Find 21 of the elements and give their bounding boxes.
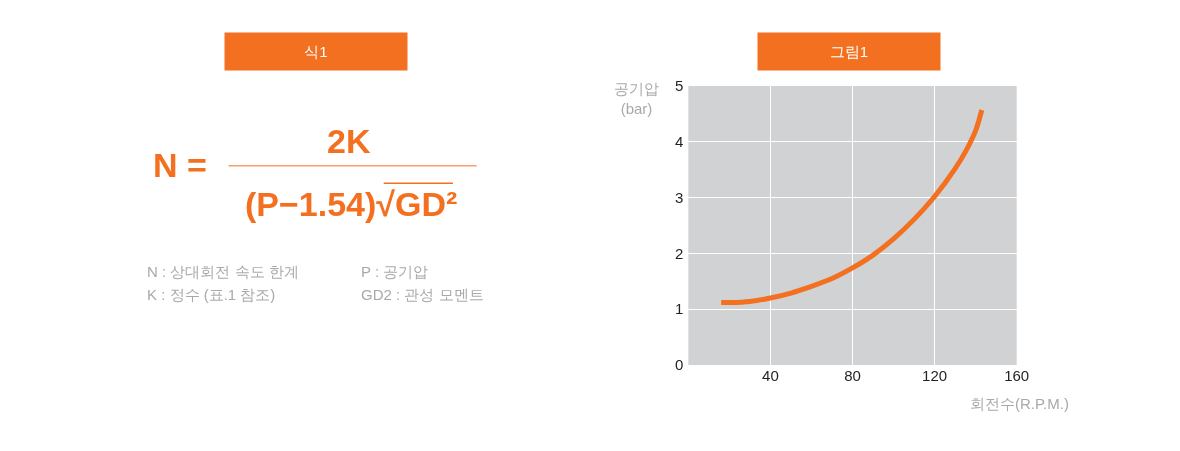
- y-tick-label: 4: [674, 133, 684, 151]
- y-tick-label: 2: [674, 244, 684, 262]
- x-tick-label: 80: [844, 367, 861, 385]
- text: GD2 : 관성 모멘트: [361, 286, 484, 303]
- text: 2K: [327, 122, 371, 160]
- text: N : 상대회전 속도 한계: [147, 263, 299, 280]
- x-axis-title: 회전수(R.P.M.): [970, 395, 1069, 412]
- text: (P−1.54)√GD²: [245, 185, 458, 223]
- x-tick-label: 160: [1004, 367, 1030, 385]
- y-tick-label: 0: [674, 356, 684, 374]
- text: N =: [153, 146, 207, 184]
- y-tick-label: 1: [674, 300, 684, 318]
- text: K : 정수 (표.1 참조): [147, 286, 276, 303]
- y-tick-label: 5: [674, 77, 684, 95]
- text: P : 공기압: [361, 263, 429, 280]
- x-tick-label: 40: [762, 367, 779, 385]
- y-tick-label: 3: [674, 188, 684, 206]
- chart-title: 그림1: [829, 43, 869, 60]
- text: 식1: [304, 43, 328, 60]
- x-tick-label: 120: [922, 367, 948, 385]
- y-axis-title: 공기압 (bar): [614, 80, 659, 117]
